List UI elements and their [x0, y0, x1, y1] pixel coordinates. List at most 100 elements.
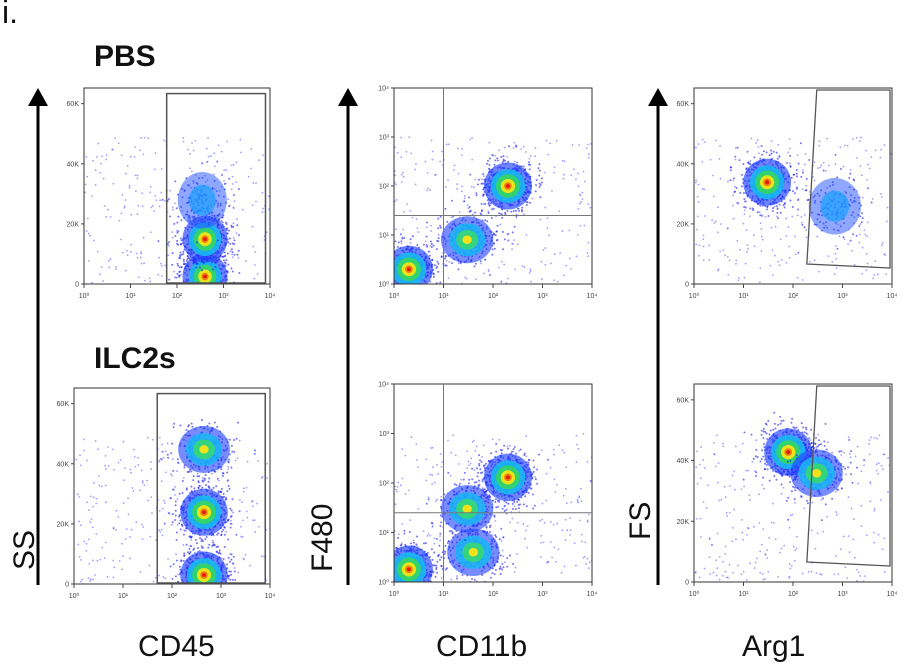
event-dot: [734, 155, 737, 158]
event-dot: [537, 167, 540, 170]
event-dot: [589, 206, 592, 209]
event-dot: [553, 253, 556, 256]
event-dot: [207, 593, 209, 595]
event-dot: [196, 287, 198, 289]
event-dot: [162, 451, 164, 453]
event-dot: [432, 275, 435, 278]
event-dot: [759, 204, 762, 207]
event-dot: [753, 245, 756, 248]
event-dot: [570, 174, 573, 177]
event-dot: [390, 262, 392, 264]
event-dot: [231, 256, 234, 259]
event-dot: [169, 189, 172, 192]
event-dot: [437, 240, 440, 243]
event-dot: [776, 217, 779, 220]
event-dot: [183, 529, 186, 532]
event-dot: [171, 236, 174, 239]
event-dot: [91, 281, 94, 284]
event-dot: [199, 591, 201, 593]
event-dot: [131, 487, 134, 489]
event-dot: [849, 172, 852, 175]
event-dot: [505, 282, 508, 284]
event-dot: [778, 154, 781, 157]
event-dot: [195, 596, 197, 598]
event-dot: [463, 200, 466, 203]
event-dot: [842, 165, 845, 168]
event-dot: [218, 585, 220, 587]
event-dot: [104, 541, 107, 544]
event-dot: [104, 455, 107, 457]
event-dot: [466, 204, 469, 206]
event-dot: [736, 239, 739, 242]
event-dot: [98, 474, 100, 477]
event-dot: [211, 285, 213, 287]
event-dot: [752, 207, 755, 210]
event-dot: [577, 172, 580, 175]
event-dot: [414, 183, 417, 186]
event-dot: [743, 209, 746, 212]
event-dot: [151, 512, 153, 514]
event-dot: [175, 553, 177, 556]
event-dot: [182, 477, 185, 479]
event-dot: [190, 170, 193, 173]
event-dot: [425, 295, 427, 297]
event-dot: [577, 185, 580, 188]
event-dot: [426, 235, 428, 238]
event-dot: [866, 235, 869, 238]
event-dot: [776, 157, 779, 160]
event-dot: [211, 290, 213, 292]
event-dot: [105, 158, 108, 161]
event-dot: [411, 285, 413, 287]
event-dot: [232, 511, 234, 514]
event-dot: [858, 225, 861, 228]
event-dot: [495, 230, 498, 233]
event-dot: [237, 571, 240, 574]
event-dot: [866, 178, 869, 181]
event-dot: [757, 152, 760, 155]
event-dot: [417, 231, 420, 233]
event-dot: [501, 216, 504, 219]
event-dot: [213, 599, 215, 601]
event-dot: [160, 191, 163, 194]
event-dot: [214, 284, 216, 286]
event-dot: [512, 243, 514, 246]
event-dot: [483, 175, 485, 178]
event-dot: [226, 598, 228, 600]
event-dot: [387, 264, 389, 266]
event-dot: [562, 177, 565, 180]
event-dot: [209, 286, 211, 288]
event-dot: [758, 281, 761, 284]
event-dot: [124, 467, 126, 470]
event-dot: [441, 150, 444, 153]
event-dot: [89, 495, 92, 498]
event-dot: [83, 449, 86, 452]
event-dot: [447, 277, 450, 280]
event-dot: [528, 161, 531, 164]
event-dot: [747, 248, 749, 250]
event-dot: [456, 147, 459, 150]
event-dot: [212, 301, 214, 303]
event-dot: [192, 587, 194, 589]
event-dot: [211, 539, 214, 542]
event-dot: [216, 551, 219, 554]
event-dot: [123, 479, 126, 482]
event-dot: [206, 288, 208, 290]
event-dot: [812, 176, 814, 178]
event-dot: [804, 153, 807, 156]
event-dot: [695, 179, 697, 182]
event-dot: [236, 457, 239, 460]
event-dot: [175, 229, 178, 232]
event-dot: [788, 147, 791, 150]
event-dot: [238, 439, 241, 442]
event-dot: [207, 594, 209, 596]
event-dot: [529, 268, 532, 271]
event-dot: [801, 223, 804, 226]
event-dot: [213, 152, 216, 155]
event-dot: [839, 146, 842, 149]
event-dot: [190, 538, 193, 541]
event-dot: [103, 205, 106, 208]
event-dot: [173, 222, 176, 225]
event-dot: [717, 231, 719, 234]
event-dot: [800, 215, 803, 218]
event-dot: [214, 305, 216, 307]
